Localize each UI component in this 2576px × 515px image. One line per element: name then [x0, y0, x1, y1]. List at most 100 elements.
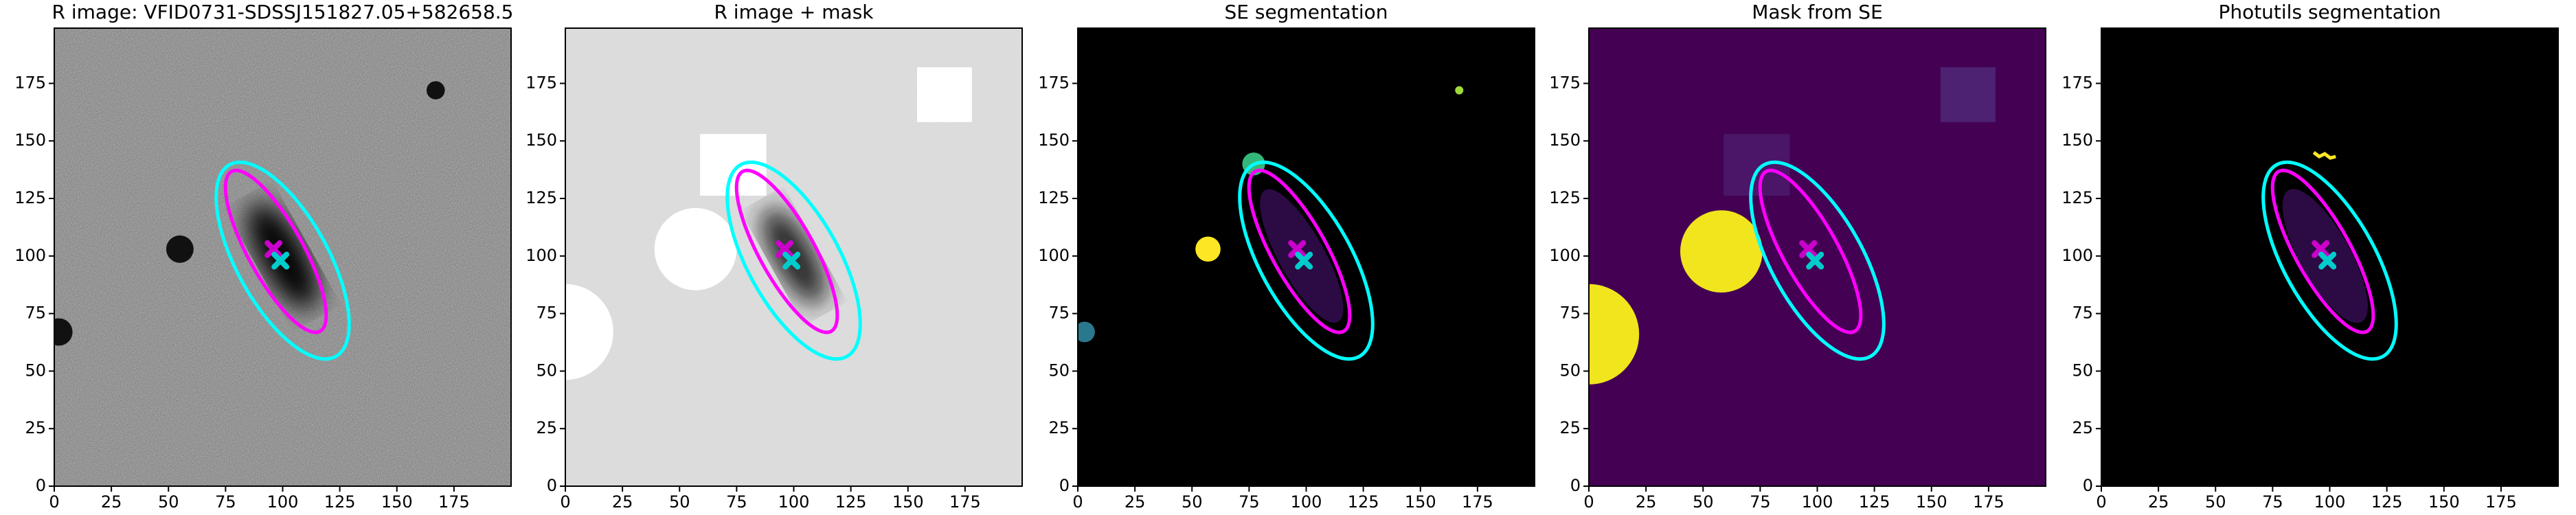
panel-title: SE segmentation — [1225, 1, 1388, 23]
y-tick-label: 125 — [2061, 188, 2093, 207]
x-tick-label: 100 — [778, 492, 810, 512]
x-tick-label: 75 — [1750, 492, 1771, 512]
y-tick-label: 0 — [1570, 476, 1581, 495]
mask — [565, 284, 613, 380]
x-tick-label: 175 — [438, 492, 470, 512]
mask — [1680, 210, 1763, 293]
y-tick-label: 175 — [1038, 73, 1070, 92]
y-tick-label: 175 — [1549, 73, 1581, 92]
x-tick-label: 50 — [2205, 492, 2226, 512]
y-tick-label: 75 — [25, 304, 46, 323]
y-tick-label: 75 — [2072, 304, 2093, 323]
y-tick-label: 0 — [36, 476, 46, 495]
y-tick-label: 100 — [2061, 246, 2093, 265]
y-tick-label: 0 — [547, 476, 557, 495]
x-tick-label: 75 — [215, 492, 236, 512]
marker — [2318, 251, 2337, 270]
y-tick-label: 150 — [526, 130, 557, 150]
x-tick-label: 150 — [1405, 492, 1436, 512]
panel: 0 25 50 75 100 125 150 175 0 25 50 75 100 125 150 175 Ph… — [2061, 1, 2559, 512]
x-tick-label: 0 — [1072, 492, 1083, 512]
x-tick-label: 75 — [1239, 492, 1260, 512]
mask — [1724, 134, 1790, 196]
ellipse — [1238, 160, 1375, 361]
y-tick-label: 50 — [1048, 360, 1070, 380]
y-tick-label: 125 — [1038, 188, 1070, 207]
y-tick-label: 125 — [14, 188, 46, 207]
y-tick-label: 75 — [1048, 304, 1070, 323]
ellipse — [1749, 160, 1886, 361]
panel: 0 25 50 75 100 125 150 175 0 25 50 75 100 125 150 175 Ma… — [1549, 1, 2046, 512]
x-tick-label: 150 — [381, 492, 413, 512]
marker — [782, 251, 801, 270]
ellipse — [734, 168, 839, 334]
x-tick-label: 175 — [2485, 492, 2517, 512]
marker — [1806, 251, 1824, 270]
x-tick-label: 125 — [2371, 492, 2403, 512]
y-tick-label: 125 — [526, 188, 557, 207]
x-tick-label: 25 — [1636, 492, 1657, 512]
x-tick-label: 25 — [612, 492, 633, 512]
x-tick-label: 125 — [1859, 492, 1890, 512]
x-tick-label: 50 — [669, 492, 690, 512]
y-tick-label: 25 — [1048, 418, 1070, 437]
mask — [700, 134, 767, 196]
marker — [2312, 240, 2330, 258]
y-tick-label: 50 — [1559, 360, 1581, 380]
panel-title: Mask from SE — [1752, 1, 1883, 23]
marker — [1288, 240, 1307, 258]
segment — [1078, 321, 1095, 343]
y-tick-label: 25 — [1559, 418, 1581, 437]
x-tick-label: 50 — [1182, 492, 1203, 512]
x-tick-label: 150 — [892, 492, 924, 512]
ellipse — [1758, 168, 1863, 334]
panel: 0 25 50 75 100 125 150 175 0 25 50 75 100 125 150 175 R … — [14, 1, 513, 512]
x-tick-label: 100 — [267, 492, 299, 512]
x-tick-label: 100 — [2314, 492, 2346, 512]
x-tick-label: 175 — [1462, 492, 1493, 512]
star — [54, 318, 73, 346]
y-tick-label: 0 — [2083, 476, 2093, 495]
x-tick-label: 25 — [1125, 492, 1146, 512]
segment — [2312, 150, 2336, 160]
panel: 0 25 50 75 100 125 150 175 0 25 50 75 100 125 150 175 R … — [526, 1, 1023, 512]
x-tick-label: 100 — [1802, 492, 1833, 512]
x-tick-label: 0 — [49, 492, 59, 512]
y-tick-label: 50 — [536, 360, 557, 380]
x-tick-label: 125 — [1348, 492, 1379, 512]
y-tick-label: 75 — [1559, 304, 1581, 323]
y-tick-label: 150 — [1549, 130, 1581, 150]
ellipse — [725, 160, 862, 361]
y-tick-label: 125 — [1549, 188, 1581, 207]
y-tick-label: 100 — [14, 246, 46, 265]
x-tick-label: 125 — [324, 492, 356, 512]
x-tick-label: 75 — [726, 492, 747, 512]
x-tick-label: 0 — [2096, 492, 2106, 512]
star — [166, 235, 194, 263]
x-tick-label: 175 — [949, 492, 981, 512]
y-tick-label: 50 — [2072, 360, 2093, 380]
ellipse — [1247, 168, 1352, 334]
image — [1589, 28, 2046, 486]
mask — [654, 207, 737, 290]
x-tick-label: 150 — [1916, 492, 1947, 512]
y-tick-label: 75 — [536, 304, 557, 323]
y-tick-label: 25 — [25, 418, 46, 437]
marker — [1295, 251, 1313, 270]
x-tick-label: 25 — [101, 492, 122, 512]
y-tick-label: 175 — [14, 73, 46, 92]
segment — [1195, 236, 1221, 262]
x-tick-label: 175 — [1973, 492, 2004, 512]
y-tick-label: 0 — [1059, 476, 1070, 495]
image — [54, 28, 511, 486]
ellipse — [223, 168, 328, 334]
marker — [776, 240, 794, 258]
y-tick-label: 100 — [1038, 246, 1070, 265]
y-tick-label: 175 — [526, 73, 557, 92]
mask — [1941, 67, 1996, 122]
marker — [264, 240, 283, 258]
y-tick-label: 25 — [2072, 418, 2093, 437]
mask — [917, 67, 972, 122]
marker — [271, 251, 290, 270]
image — [1078, 28, 1535, 486]
